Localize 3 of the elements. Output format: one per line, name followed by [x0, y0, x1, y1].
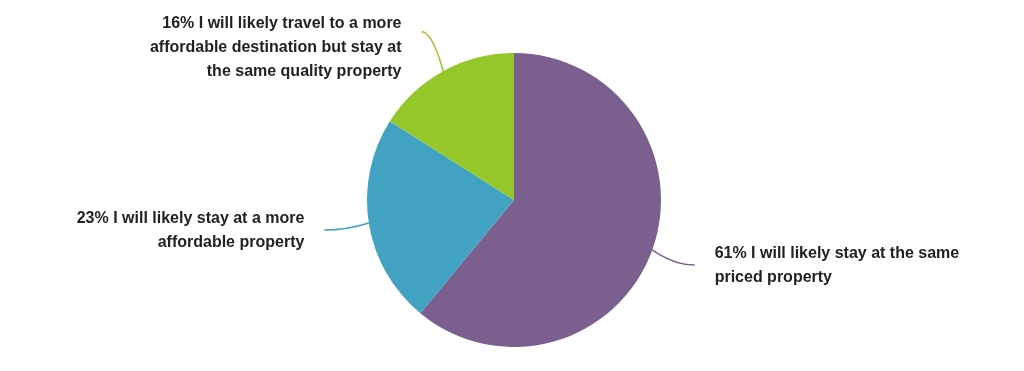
slice-label: 16% I will likely travel to a more affordable destination but stay at the same quality property [149, 14, 403, 79]
legend-label: 61% I will likely stay at the same priced property [714, 244, 960, 286]
slice-label: 23% I will likely stay at a more affordable property [76, 209, 305, 251]
